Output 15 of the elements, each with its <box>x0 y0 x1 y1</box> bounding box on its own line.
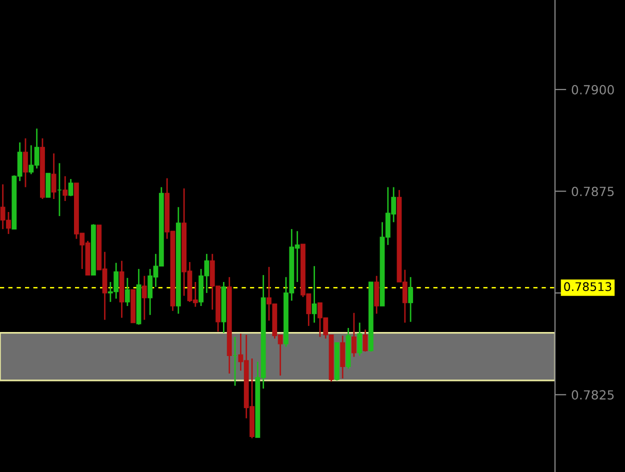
candlestick <box>142 275 147 321</box>
candlestick <box>68 178 74 197</box>
candlestick <box>351 312 356 358</box>
y-tick-label: 0.7825 <box>572 390 614 400</box>
candlestick <box>312 265 317 324</box>
y-tick-label: 0.7875 <box>572 186 614 196</box>
candlestick <box>124 277 130 307</box>
ref-line-label: 0.78513 <box>564 282 612 292</box>
candlestick <box>51 152 56 200</box>
y-tick-label: 0.7900 <box>572 84 614 94</box>
candlestick <box>408 276 414 323</box>
candlestick <box>362 328 368 352</box>
candlestick <box>62 175 68 202</box>
candlestick <box>357 322 362 356</box>
candlestick <box>23 138 28 188</box>
